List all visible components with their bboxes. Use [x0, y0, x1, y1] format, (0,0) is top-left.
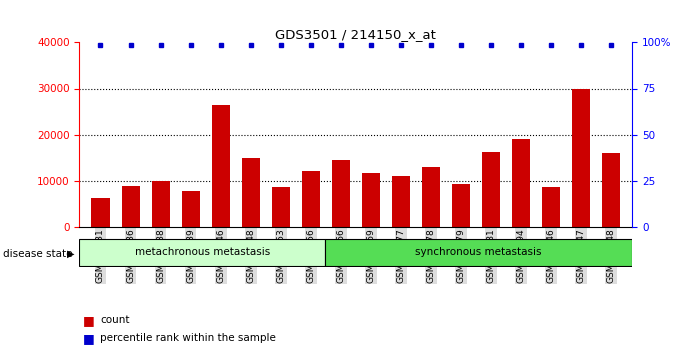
Text: metachronous metastasis: metachronous metastasis	[135, 247, 270, 257]
Bar	[182, 191, 200, 227]
Text: percentile rank within the sample: percentile rank within the sample	[100, 333, 276, 343]
Bar	[272, 188, 290, 227]
Bar	[572, 88, 590, 227]
Bar	[452, 184, 470, 227]
Bar	[122, 186, 140, 227]
Bar	[302, 171, 320, 227]
Text: ■: ■	[83, 332, 95, 344]
Bar	[603, 153, 621, 227]
Bar	[512, 139, 530, 227]
Text: disease state: disease state	[3, 249, 73, 259]
Bar	[332, 160, 350, 227]
Text: ■: ■	[83, 314, 95, 327]
FancyBboxPatch shape	[79, 239, 325, 266]
Bar	[392, 176, 410, 227]
Text: ▶: ▶	[67, 249, 75, 259]
Bar	[482, 152, 500, 227]
Bar	[151, 181, 169, 227]
Title: GDS3501 / 214150_x_at: GDS3501 / 214150_x_at	[276, 28, 436, 41]
FancyBboxPatch shape	[325, 239, 632, 266]
Bar	[362, 173, 380, 227]
Text: count: count	[100, 315, 130, 325]
Bar	[91, 198, 109, 227]
Bar	[542, 188, 560, 227]
Bar	[242, 158, 260, 227]
Bar	[211, 105, 229, 227]
Text: synchronous metastasis: synchronous metastasis	[415, 247, 542, 257]
Bar	[422, 167, 440, 227]
